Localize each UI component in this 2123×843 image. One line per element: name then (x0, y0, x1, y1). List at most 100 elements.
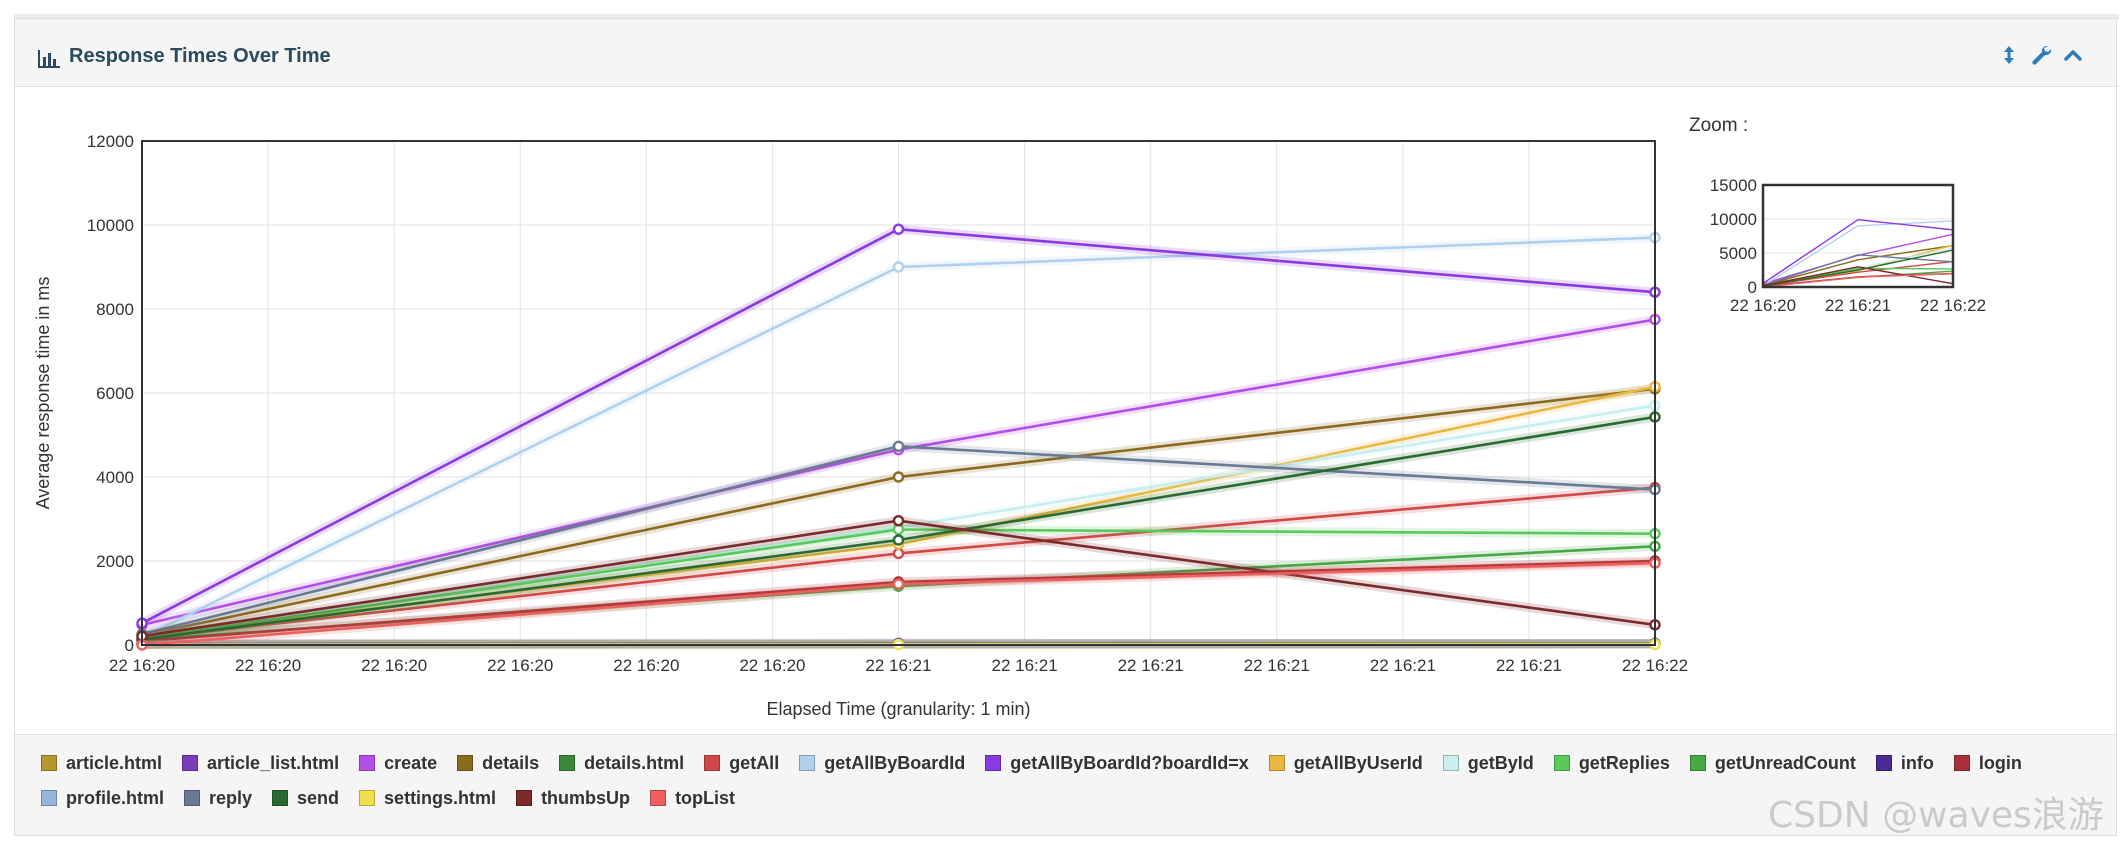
legend-label: getAllByBoardId (824, 752, 966, 773)
legend-swatch (1875, 755, 1892, 771)
zoom-series-line (1762, 218, 1954, 285)
legend-label: thumbsUp (541, 787, 631, 808)
x-tick-label: 22 16:20 (109, 656, 175, 675)
data-point[interactable] (892, 223, 905, 235)
y-axis-label: Average response time in ms (33, 277, 53, 510)
legend-label: reply (209, 787, 253, 808)
legend-item[interactable]: getReplies (1553, 751, 1670, 775)
plot-frame (141, 140, 1656, 646)
zoom-y-tick-label: 10000 (1710, 210, 1757, 229)
legend-label: topList (675, 787, 736, 808)
legend-swatch (985, 755, 1002, 771)
legend-label: info (1900, 752, 1934, 773)
data-point[interactable] (892, 261, 905, 273)
y-tick-label: 8000 (96, 300, 134, 319)
data-point[interactable] (892, 440, 905, 453)
zoom-series-line (1762, 220, 1954, 287)
legend-item[interactable]: profile.html (41, 786, 164, 810)
data-point[interactable] (892, 534, 905, 546)
legend-item[interactable]: details.html (559, 751, 684, 775)
legend-item[interactable]: topList (650, 786, 735, 810)
wrench-icon[interactable] (2029, 43, 2053, 67)
legend-swatch (182, 755, 199, 771)
legend-swatch (1553, 755, 1570, 771)
legend-label: getUnreadCount (1714, 752, 1856, 773)
legend-label: getAllByBoardId?boardId=x (1010, 752, 1249, 773)
panel-title: Response Times Over Time (69, 45, 331, 67)
legend-swatch (516, 790, 533, 806)
legend-label: profile.html (66, 787, 164, 808)
x-axis-label: Elapsed Time (granularity: 1 min) (766, 699, 1030, 719)
x-tick-label: 22 16:20 (361, 656, 427, 675)
y-tick-label: 4000 (96, 468, 134, 487)
y-tick-label: 6000 (96, 384, 134, 403)
legend-item[interactable]: create (359, 751, 437, 775)
zoom-series-line (1762, 244, 1954, 287)
zoom-series-line (1762, 266, 1954, 287)
data-point[interactable] (892, 547, 905, 560)
zoom-series-line (1762, 249, 1954, 287)
x-tick-label: 22 16:20 (613, 656, 679, 675)
zoom-frame (1761, 183, 1955, 289)
watermark: CSDN @waves浪游 (1768, 795, 2104, 836)
y-tick-label: 10000 (87, 216, 134, 235)
x-tick-label: 22 16:21 (865, 656, 931, 675)
series-toplist[interactable] (136, 557, 1661, 651)
legend-item[interactable]: settings.html (359, 786, 496, 810)
legend-item[interactable]: getById (1442, 751, 1534, 775)
data-point[interactable] (892, 578, 905, 590)
legend-swatch (650, 790, 667, 806)
y-tick-label: 0 (125, 636, 134, 655)
zoom-y-tick-label: 0 (1748, 278, 1757, 297)
legend-item[interactable]: info (1875, 751, 1934, 775)
legend-swatch (359, 755, 376, 771)
x-tick-label: 22 16:22 (1622, 656, 1688, 675)
legend-item[interactable]: send (272, 786, 339, 810)
graph-panel: Response Times Over Time 0 2000 4000 6000 80… (14, 18, 2117, 836)
data-point[interactable] (892, 471, 905, 483)
x-tick-label: 22 16:20 (235, 656, 301, 675)
zoom-y-tick-label: 5000 (1719, 244, 1757, 263)
chevron-up-icon[interactable] (2061, 43, 2085, 67)
legend-item[interactable]: details (457, 751, 539, 775)
legend-swatch (1442, 755, 1459, 771)
resize-vertical-icon[interactable] (1997, 43, 2021, 67)
zoom-y-tick-label: 15000 (1710, 176, 1757, 195)
y-tick-label: 12000 (87, 132, 134, 151)
response-times-chart[interactable]: 0 2000 4000 6000 8000 10000 12000 22 16:20 22 16… (15, 87, 1695, 727)
x-tick-label: 22 16:20 (487, 656, 553, 675)
legend-item[interactable]: getAllByBoardId?boardId=x (985, 751, 1249, 775)
legend-item[interactable]: login (1953, 751, 2022, 775)
zoom-x-tick-label: 22 16:22 (1920, 296, 1986, 315)
bar-chart-icon (38, 50, 60, 68)
legend-item[interactable]: getAllByBoardId (799, 751, 965, 775)
zoom-label: Zoom : (1689, 115, 1749, 136)
zoom-overview-chart[interactable]: 15000 10000 5000 022 16:20 22 16:21 22 16:22 (1685, 159, 2015, 329)
legend-swatch (272, 790, 289, 806)
x-tick-label: 22 16:21 (1496, 656, 1562, 675)
legend-swatch (799, 755, 816, 771)
series-getallbyboardid-boardid-x[interactable] (136, 223, 1661, 629)
legend-swatch (41, 790, 57, 806)
x-tick-label: 22 16:21 (1244, 656, 1310, 675)
x-tick-label: 22 16:20 (739, 656, 805, 675)
legend-label: settings.html (384, 787, 497, 808)
legend-item[interactable]: getUnreadCount (1689, 751, 1856, 775)
legend-item[interactable]: article_list.html (182, 751, 339, 775)
x-tick-label: 22 16:21 (1118, 656, 1184, 675)
legend-label: article_list.html (207, 752, 340, 773)
legend-swatch (559, 755, 576, 771)
legend-item[interactable]: thumbsUp (516, 786, 630, 810)
x-tick-label: 22 16:21 (1370, 656, 1436, 675)
legend-label: getById (1467, 752, 1534, 773)
legend-swatch (457, 755, 474, 771)
legend-label: login (1978, 752, 2022, 773)
legend-item[interactable]: article.html (41, 751, 162, 775)
legend-item[interactable]: reply (184, 786, 252, 810)
top-strip (14, 14, 2119, 20)
legend-item[interactable]: getAll (704, 751, 779, 775)
data-point[interactable] (892, 514, 905, 527)
legend-item[interactable]: getAllByUserId (1268, 751, 1423, 775)
zoom-x-tick-label: 22 16:20 (1730, 296, 1796, 315)
legend: article.html article_list.html create detai… (15, 734, 2116, 835)
